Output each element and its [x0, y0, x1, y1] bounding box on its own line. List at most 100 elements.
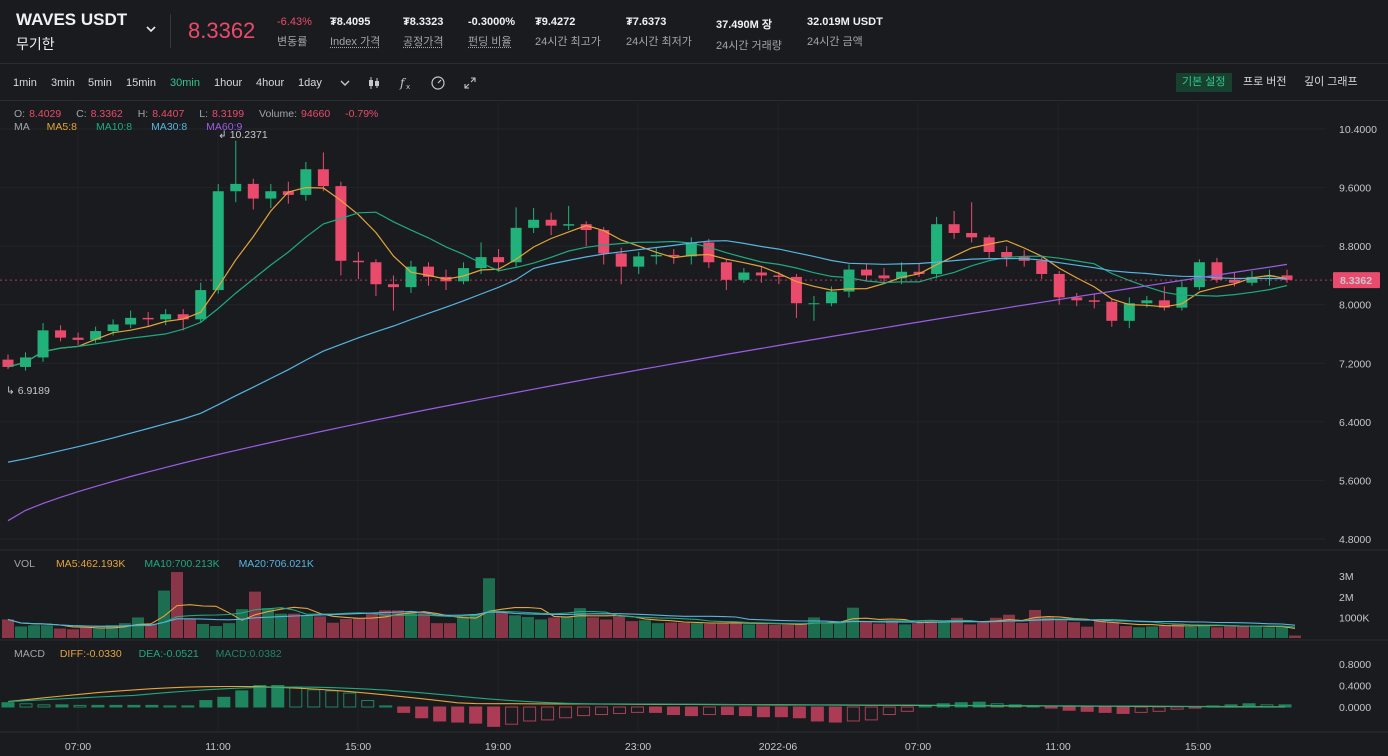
- macd-histogram-bar: [415, 706, 429, 719]
- candle-body: [1263, 275, 1275, 277]
- volume-tick-label: 3M: [1339, 571, 1354, 583]
- macd-histogram-bar: [900, 706, 914, 712]
- candle-body: [230, 183, 242, 192]
- timeframe-1day[interactable]: 1day: [298, 77, 322, 89]
- macd-histogram-bar: [631, 706, 645, 713]
- price-chart[interactable]: 10.4000 9.6000 8.8000 8.0000 7.2000 6.4000 5.6…: [0, 102, 1388, 756]
- high-24h-value: ₮9.4272: [535, 16, 576, 28]
- timeframe-15min[interactable]: 15min: [126, 77, 156, 89]
- volume-bar: [964, 624, 976, 638]
- volume-bar: [457, 617, 469, 638]
- candle-body: [966, 232, 978, 238]
- volume-bar: [1055, 620, 1067, 638]
- volume-bar: [1172, 623, 1184, 638]
- chevron-down-icon[interactable]: [144, 22, 158, 36]
- volume-bar: [158, 590, 170, 638]
- volume-bar: [1289, 635, 1301, 638]
- timeframe-1hour[interactable]: 1hour: [214, 77, 243, 89]
- macd-histogram-bar: [1062, 706, 1076, 711]
- volume-bar: [80, 627, 92, 638]
- ticker-header: WAVES USDT 무기한 8.3362 -6.43% 변동률 ₮8.4095…: [0, 0, 1388, 64]
- turnover-24h-value: 32.019M USDT: [807, 16, 883, 28]
- legend-low: 8.3199: [212, 108, 245, 120]
- macd-label: MACD: [14, 648, 45, 660]
- candle-body: [1211, 262, 1223, 280]
- macd-histogram-bar: [756, 706, 770, 718]
- price-tick-label: 6.4000: [1339, 417, 1371, 429]
- candlestick-icon[interactable]: [366, 75, 382, 91]
- volume-bar: [314, 616, 326, 638]
- view-pro-button[interactable]: 프로 버전: [1243, 76, 1287, 88]
- stat-funding-rate: -0.3000% 펀딩 비율: [468, 16, 515, 49]
- volume-24h-label: 24시간 거래량: [716, 40, 782, 52]
- candle-body: [1071, 297, 1083, 301]
- funding-rate-value: -0.3000%: [468, 16, 516, 28]
- candle-body: [580, 224, 592, 231]
- volume-bar: [795, 624, 807, 638]
- candle-body: [563, 224, 575, 226]
- legend-volume: 94660: [301, 108, 331, 120]
- fullscreen-icon[interactable]: [462, 75, 478, 91]
- volume-bar: [990, 617, 1002, 638]
- macd-histogram-bar: [379, 705, 393, 708]
- time-tick-label: 11:00: [1045, 741, 1071, 753]
- indicator-fx-icon[interactable]: f x: [398, 75, 414, 91]
- volume-bar: [145, 624, 157, 638]
- candle-body: [738, 272, 750, 280]
- macd-histogram-bar: [181, 705, 195, 708]
- candle-body: [125, 317, 137, 325]
- fair-price-label[interactable]: 공정가격: [403, 36, 444, 48]
- timeframe-1min[interactable]: 1min: [13, 77, 37, 89]
- candle-body: [1193, 262, 1205, 288]
- volume-bar: [1237, 626, 1249, 638]
- volume-bar: [756, 624, 768, 638]
- volume-bar: [678, 622, 690, 638]
- volume-bar: [613, 616, 625, 638]
- gauge-icon[interactable]: [430, 75, 446, 91]
- volume-bar: [67, 629, 79, 638]
- funding-rate-label[interactable]: 펀딩 비율: [468, 36, 512, 48]
- timeframe-5min[interactable]: 5min: [88, 77, 112, 89]
- candle-body: [72, 337, 84, 340]
- candle-body: [773, 275, 785, 277]
- macd-diff-value: DIFF:-0.0330: [59, 648, 122, 660]
- macd-histogram-bar: [235, 690, 249, 708]
- macd-histogram-bar: [433, 706, 447, 722]
- candle-body: [703, 242, 715, 263]
- volume-bar: [1081, 626, 1093, 638]
- macd-histogram-bar: [163, 705, 177, 708]
- chevron-down-icon[interactable]: [337, 75, 353, 91]
- legend-low-label: L:: [199, 108, 208, 120]
- vol-legend: VOL MA5:462.193K MA10:700.213K MA20:706.…: [14, 558, 318, 570]
- volume-bar: [353, 618, 365, 638]
- index-price-label[interactable]: Index 가격: [330, 36, 381, 48]
- macd-histogram-bar: [738, 706, 752, 717]
- macd-histogram-bar: [1170, 706, 1184, 710]
- svg-text:x: x: [406, 83, 410, 91]
- candle-body: [668, 254, 680, 257]
- time-tick-label: 19:00: [485, 741, 511, 753]
- volume-bar: [1211, 627, 1223, 638]
- legend-open: 8.4029: [29, 108, 62, 120]
- timeframe-3min[interactable]: 3min: [51, 77, 75, 89]
- volume-bar: [1276, 626, 1288, 638]
- price-tick-label: 9.6000: [1339, 183, 1371, 195]
- candle-body: [405, 266, 417, 288]
- macd-legend: MACD DIFF:-0.0330 DEA:-0.0521 MACD:0.038…: [14, 648, 286, 660]
- price-tick-label: 4.8000: [1339, 534, 1371, 546]
- timeframe-4hour[interactable]: 4hour: [256, 77, 285, 89]
- volume-bar: [470, 614, 482, 638]
- timeframe-30min[interactable]: 30min: [170, 77, 200, 89]
- stat-high-24h: ₮9.4272 24시간 최고가: [535, 16, 601, 49]
- candle-body: [2, 359, 14, 367]
- chart-area[interactable]: 10.4000 9.6000 8.8000 8.0000 7.2000 6.4000 5.6…: [0, 102, 1388, 756]
- stat-turnover-24h: 32.019M USDT 24시간 금액: [807, 16, 883, 49]
- volume-bar: [483, 578, 495, 638]
- candle-body: [1001, 252, 1013, 258]
- view-depth-button[interactable]: 깊이 그래프: [1304, 76, 1358, 88]
- macd-histogram-bar: [271, 685, 285, 708]
- symbol-title[interactable]: WAVES USDT: [16, 10, 128, 29]
- view-basic-button[interactable]: 기본 설정: [1176, 73, 1232, 92]
- volume-bar: [41, 625, 53, 638]
- macd-histogram-bar: [361, 700, 375, 708]
